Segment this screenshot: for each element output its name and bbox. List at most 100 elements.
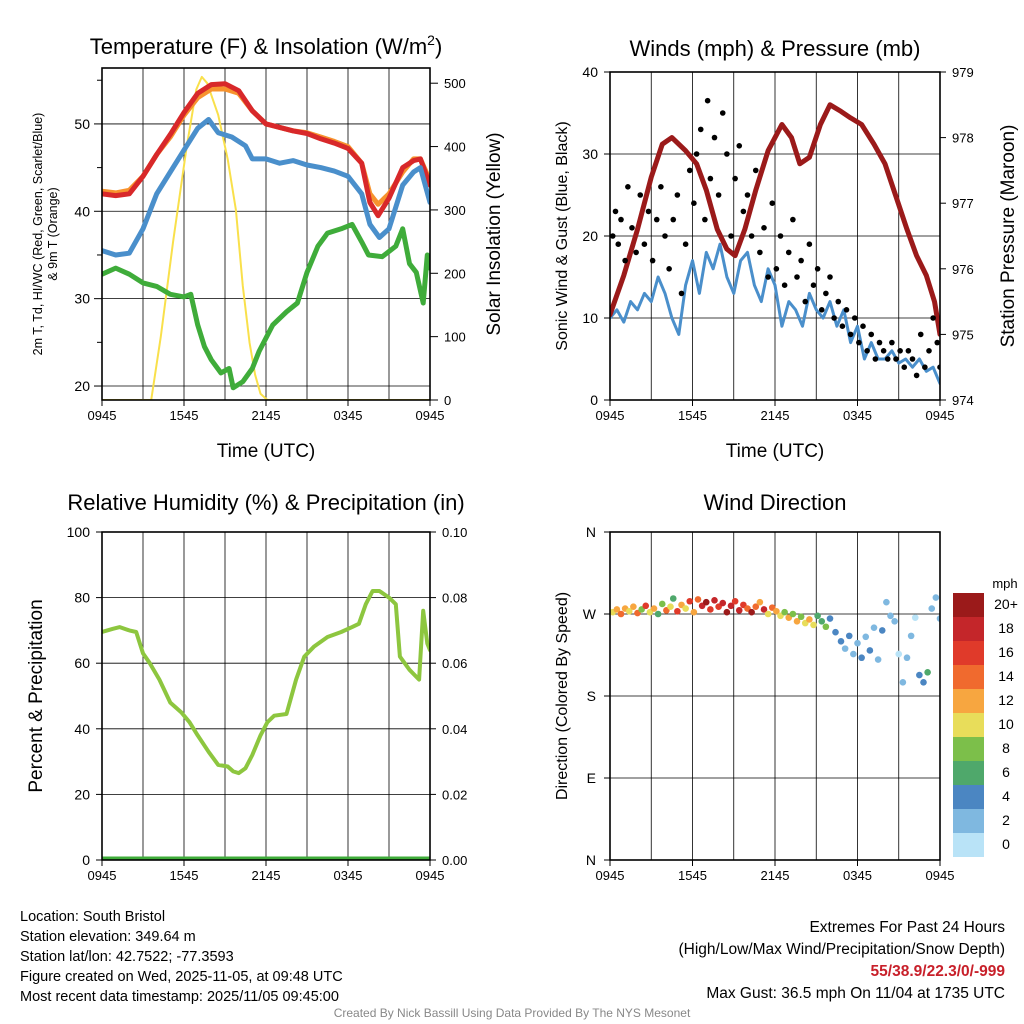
series-hi-wc: [102, 117, 430, 258]
wind-direction-point: [674, 607, 681, 615]
wind-direction-point: [862, 633, 870, 641]
x-tick-label: 2145: [252, 868, 281, 883]
y-right-tick-label: 0.08: [442, 591, 467, 606]
gust-point: [678, 290, 685, 297]
plot-frame: [609, 71, 941, 401]
colorbar-swatch: [953, 761, 984, 785]
gust-point: [876, 339, 883, 346]
y-tick-label: 80: [74, 590, 90, 606]
wind-direction-point: [658, 600, 666, 608]
x-tick-label: 0945: [926, 868, 955, 883]
gust-point: [622, 257, 628, 264]
max-gust-text: Max Gust: 36.5 mph On 11/04 at 1735 UTC: [706, 985, 1005, 1002]
panel-2: 0945 1545 2145 0345 0945 Winds (mph) & Pressu…: [554, 36, 1019, 462]
x-tick-label: 0945: [416, 408, 445, 423]
gust-point: [860, 323, 866, 330]
wind-direction-point: [650, 605, 658, 612]
gust-point: [922, 364, 928, 371]
wind-direction-point: [883, 598, 890, 606]
colorbar-swatch: [953, 665, 984, 689]
wind-direction-point: [752, 603, 760, 611]
wind-direction-point: [891, 617, 898, 625]
gust-point: [704, 97, 711, 104]
gust-point: [835, 298, 842, 305]
wind-direction-point: [832, 628, 839, 636]
colorbar-swatch: [953, 713, 984, 737]
wind-direction-point: [789, 610, 797, 618]
panel-3: 0945 1545 2145 0345 0945 Relative Humidity (%…: [26, 490, 467, 883]
wind-direction-point: [822, 623, 830, 631]
gust-point: [790, 216, 796, 223]
y-tick-label: 20: [74, 378, 90, 394]
gust-point: [719, 110, 726, 116]
x-tick-label: 1545: [170, 408, 199, 423]
gust-point: [618, 216, 624, 223]
wind-direction-point: [874, 656, 882, 663]
gust-point: [897, 348, 903, 354]
wind-direction-point: [936, 615, 940, 622]
x-tick-label: 0345: [334, 868, 363, 883]
x-tick-label: 1545: [678, 868, 707, 883]
credit-text: Created By Nick Bassill Using Data Provi…: [333, 1006, 691, 1020]
y-tick-label: 40: [74, 721, 90, 737]
gust-point: [748, 233, 755, 239]
colorbar-label: 2: [1002, 812, 1010, 828]
gust-point: [798, 257, 804, 264]
latlon-text: Station lat/lon: 42.7522; -77.3593: [20, 949, 234, 965]
wind-direction-point: [630, 603, 637, 611]
gust-point: [794, 274, 800, 280]
gust-point: [662, 233, 668, 239]
wind-direction-point: [845, 632, 853, 640]
colorbar-swatch: [953, 785, 984, 809]
x-tick-label: 0945: [88, 868, 117, 883]
y-right-tick-label: 400: [444, 140, 466, 155]
wind-direction-point: [731, 597, 739, 605]
gust-point: [682, 241, 689, 247]
gust-point: [781, 282, 788, 289]
wind-direction-point: [858, 654, 865, 662]
x-tick-label: 0345: [843, 868, 872, 883]
wind-direction-point: [907, 632, 915, 640]
gust-point: [666, 266, 672, 272]
y-right-tick-label: 100: [444, 330, 466, 345]
station-info: Location: South Bristol Station elevatio…: [20, 907, 343, 1007]
colorbar-swatch: [953, 689, 984, 713]
wind-direction-point: [690, 608, 698, 616]
gust-point: [905, 348, 912, 354]
wind-direction-point: [916, 671, 923, 679]
gust-point: [806, 241, 813, 247]
gust-point: [785, 249, 792, 256]
y-right-tick-label: 978: [952, 131, 974, 146]
plot-frame: [609, 531, 941, 861]
gust-point: [658, 184, 664, 190]
x-tick-label: 0345: [843, 408, 872, 423]
y-right-tick-label: 0.00: [442, 853, 467, 868]
gust-point: [711, 134, 718, 141]
wind-direction-point: [826, 615, 834, 622]
series-2m-td: [102, 221, 430, 391]
gust-point: [814, 266, 821, 272]
colorbar-label: 6: [1002, 764, 1010, 780]
wind-direction-point: [837, 638, 845, 645]
gust-point: [744, 192, 751, 198]
y-tick-label: 40: [582, 64, 598, 80]
gust-point: [926, 348, 932, 354]
wind-direction-point: [924, 669, 931, 676]
wind-direction-point: [669, 595, 677, 602]
x-tick-label: 0945: [88, 408, 117, 423]
gust-point: [615, 241, 622, 247]
colorbar-swatch: [953, 809, 984, 833]
wind-direction-point: [735, 607, 743, 614]
x-tick-label: 0345: [334, 408, 363, 423]
gust-point: [843, 307, 850, 313]
wind-direction-point: [903, 654, 911, 662]
gust-point: [610, 233, 616, 239]
gust-point: [847, 331, 854, 338]
wind-direction-point: [727, 602, 735, 610]
gust-point: [864, 348, 870, 354]
wind-direction-point: [806, 616, 813, 623]
gust-point: [740, 208, 747, 215]
wind-direction-point: [773, 607, 780, 615]
wind-direction-point: [719, 599, 727, 607]
